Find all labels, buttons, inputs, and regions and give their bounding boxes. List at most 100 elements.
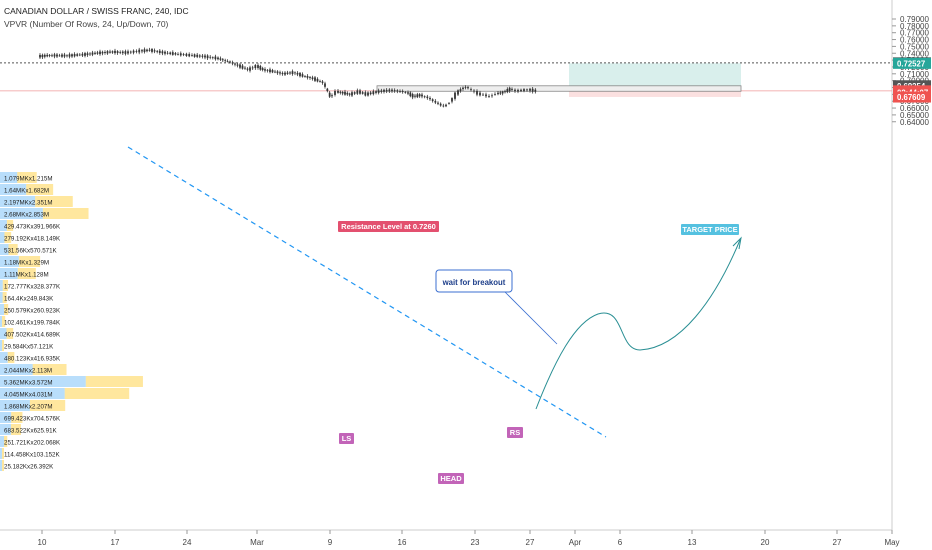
volume-profile-down-bar — [2, 280, 9, 291]
volume-profile-up-bar — [0, 232, 5, 243]
candle-body — [231, 62, 234, 64]
candle-body — [169, 52, 172, 55]
volume-profile-label: 2.197MKx2.351M — [4, 200, 53, 207]
candle-body — [86, 53, 89, 56]
candle-body — [66, 55, 68, 57]
left-shoulder-label: LS — [342, 434, 352, 443]
candle-body — [53, 54, 56, 57]
volume-profile-label: 480.123Kx416.935K — [4, 356, 61, 363]
candle-body — [99, 51, 101, 55]
volume-profile-down-bar — [85, 376, 143, 387]
volume-profile-up-bar — [0, 220, 7, 231]
candle-body — [191, 55, 193, 56]
candle-body — [391, 89, 393, 92]
candle-body — [279, 72, 281, 74]
volume-profile-down-bar — [32, 364, 67, 375]
volume-profile-down-bar — [2, 448, 4, 459]
breakout-callout-pointer — [504, 291, 558, 345]
candle-body — [454, 92, 456, 99]
candle-body — [229, 61, 231, 63]
candle-body — [462, 87, 464, 90]
candle-body — [111, 51, 114, 53]
candle-body — [177, 53, 179, 55]
candle-body — [141, 50, 143, 52]
candle-body — [209, 56, 212, 58]
time-tick-label: 23 — [471, 538, 480, 547]
candle-body — [418, 94, 421, 97]
candle-body — [399, 91, 401, 92]
candle-body — [84, 53, 86, 56]
volume-profile-label: 5.362MKx3.572M — [4, 380, 53, 387]
volume-profile-up-bar — [0, 268, 18, 279]
candle-body — [346, 92, 349, 95]
breakout-callout-box — [435, 269, 513, 293]
candle-body — [388, 89, 391, 92]
head-label: HEAD — [440, 474, 462, 483]
candle-body — [504, 91, 506, 93]
candle-body — [411, 94, 414, 98]
volume-profile-label: 279.192Kx418.149K — [4, 236, 61, 243]
volume-profile-down-bar — [2, 340, 4, 351]
candle-body — [204, 55, 206, 58]
candle-body — [421, 94, 423, 97]
price-tick-label: 0.79000 — [900, 15, 929, 24]
time-tick-label: 27 — [833, 538, 842, 547]
candle-body — [76, 54, 79, 56]
candle-body — [367, 92, 369, 96]
candle-body — [423, 96, 426, 98]
candle-body — [185, 53, 188, 56]
candle-body — [377, 90, 380, 93]
time-tick-label: Mar — [250, 538, 264, 547]
volume-profile-down-bar — [2, 316, 6, 327]
candle-body — [179, 53, 182, 56]
projection-arrowhead — [732, 236, 742, 250]
candle-body — [491, 95, 493, 97]
candle-body — [337, 90, 339, 93]
candle-body — [274, 71, 276, 73]
candles — [39, 47, 537, 108]
candle-body — [429, 97, 431, 100]
volume-profile-label: 2.044MKx2.113M — [4, 368, 52, 375]
candle-body — [467, 87, 469, 89]
candle-body — [259, 65, 262, 70]
volume-profile-down-bar — [8, 244, 18, 255]
volume-profile-label: 102.461Kx199.784K — [4, 320, 61, 327]
volume-profile-up-bar — [0, 448, 2, 459]
price-tick-label: 0.66000 — [900, 104, 929, 113]
volume-profile-down-bar — [7, 352, 15, 363]
volume-profile-up-bar — [0, 328, 7, 339]
volume-profile-down-bar — [35, 196, 73, 207]
candle-body — [393, 90, 396, 91]
candle-body — [104, 51, 106, 53]
resistance-label: Resistance Level at 0.7260 — [341, 222, 436, 231]
time-tick-label: May — [884, 538, 899, 547]
candle-body — [61, 54, 63, 57]
symbol-title: CANADIAN DOLLAR / SWISS FRANC, 240, IDC — [4, 6, 189, 16]
candle-body — [156, 51, 159, 52]
candle-body — [334, 91, 336, 95]
candle-body — [56, 54, 58, 57]
candle-body — [501, 91, 504, 94]
time-tick-label: Apr — [569, 538, 582, 547]
volume-profile-down-bar — [6, 220, 14, 231]
volume-profile-up-bar — [0, 172, 18, 183]
indicator-label[interactable]: VPVR (Number Of Rows, 24, Up/Down, 70) — [4, 19, 169, 29]
candle-body — [241, 65, 244, 69]
candle-body — [244, 67, 246, 69]
candle-body — [188, 54, 191, 57]
candle-body — [201, 55, 204, 57]
candle-body — [434, 100, 437, 103]
candle-body — [529, 88, 531, 91]
candle-body — [119, 52, 122, 53]
candle-body — [499, 92, 502, 94]
candle-body — [214, 56, 217, 60]
volume-profile-up-bar — [0, 364, 33, 375]
candle-body — [457, 90, 459, 95]
candle-body — [135, 51, 138, 52]
projection-curve — [535, 239, 741, 410]
candle-body — [523, 89, 525, 92]
candle-body — [319, 81, 321, 82]
candle-body — [476, 90, 478, 95]
